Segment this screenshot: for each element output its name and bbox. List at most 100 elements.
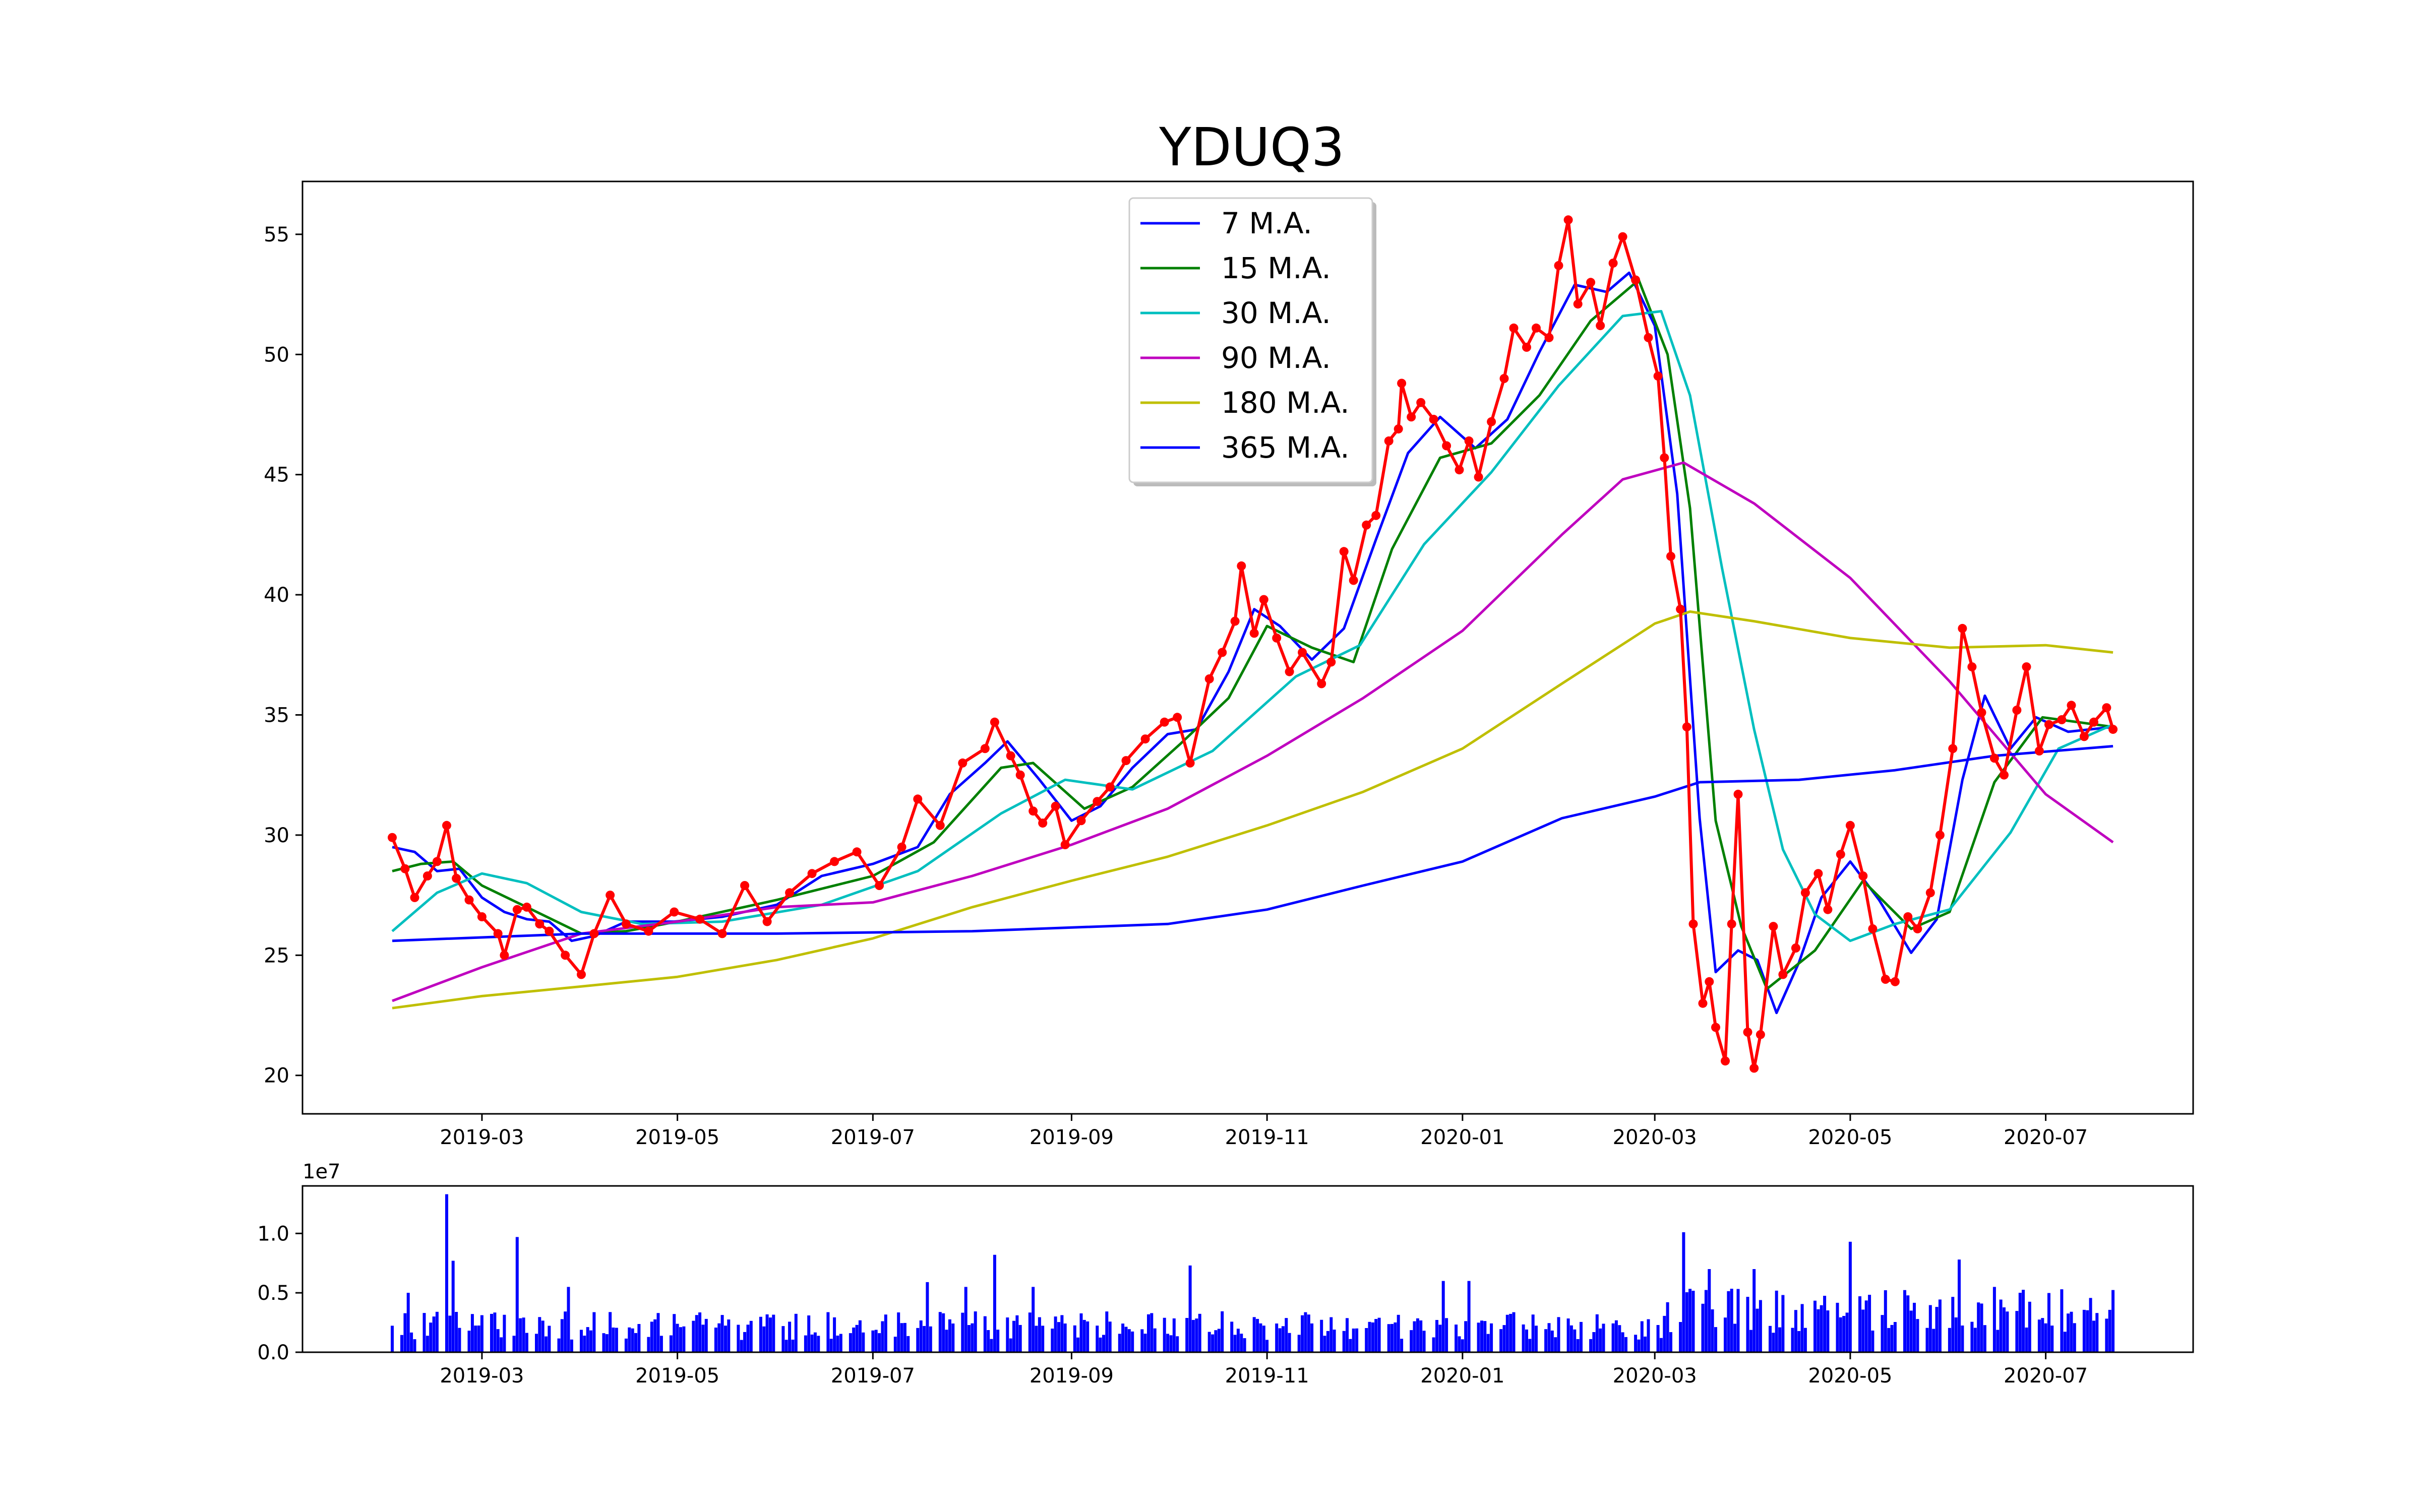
price-point	[740, 881, 750, 890]
volume-bar	[1329, 1317, 1333, 1352]
x-tick-label: 2020-07	[2004, 1364, 2088, 1388]
price-point	[388, 833, 397, 842]
volume-bar	[592, 1312, 596, 1352]
volume-bar	[1236, 1329, 1240, 1352]
volume-bar	[839, 1334, 842, 1352]
volume-bar	[458, 1328, 461, 1352]
volume-bar	[1082, 1319, 1086, 1352]
volume-bar	[1438, 1325, 1442, 1352]
x-tick-label: 2020-03	[1613, 1364, 1697, 1388]
volume-bar	[480, 1315, 483, 1352]
volume-bar	[429, 1322, 433, 1352]
volume-bar	[1131, 1331, 1134, 1352]
volume-bar	[1535, 1326, 1538, 1352]
price-point	[621, 919, 631, 929]
volume-bar	[1320, 1319, 1323, 1352]
volume-bar	[650, 1321, 653, 1352]
volume-bar	[1147, 1314, 1150, 1352]
volume-bar	[1775, 1290, 1778, 1352]
volume-bar	[1153, 1328, 1157, 1352]
legend: 7 M.A. 15 M.A. 30 M.A. 90 M.A. 180 M.A. 365 M…	[1128, 197, 1376, 486]
volume-bar	[961, 1312, 964, 1352]
volume-bar	[1602, 1324, 1605, 1352]
volume-bar	[1727, 1291, 1730, 1352]
price-point	[1756, 1030, 1765, 1039]
volume-bar	[919, 1320, 923, 1352]
volume-bar	[727, 1319, 731, 1352]
volume-bar	[1599, 1328, 1602, 1352]
volume-bar	[656, 1313, 660, 1352]
price-point	[1532, 323, 1541, 333]
volume-bar	[503, 1314, 506, 1352]
volume-bar	[794, 1313, 798, 1352]
price-point	[1416, 398, 1426, 407]
volume-bar	[1365, 1328, 1368, 1352]
volume-bar	[1195, 1318, 1198, 1352]
volume-bar	[1634, 1335, 1638, 1352]
volume-bar	[1198, 1313, 1201, 1352]
price-point	[1967, 662, 1977, 672]
volume-bar	[2025, 1328, 2028, 1352]
volume-bar	[1769, 1326, 1772, 1352]
price-point	[452, 873, 461, 883]
volume-bar	[477, 1326, 480, 1352]
volume-bar	[410, 1332, 413, 1352]
volume-bar	[1557, 1317, 1560, 1352]
series-line-180-m-a	[392, 610, 2113, 1010]
volume-bar	[1685, 1292, 1688, 1352]
volume-bar	[1569, 1325, 1573, 1352]
volume-bar	[1800, 1304, 1804, 1352]
volume-bar	[669, 1335, 673, 1352]
price-point	[1544, 333, 1554, 342]
volume-bar	[2111, 1290, 2115, 1352]
volume-bar	[541, 1320, 544, 1352]
price-point	[1554, 261, 1563, 270]
x-tick-label: 2020-01	[1420, 1364, 1504, 1388]
x-tick-label: 2020-01	[1420, 1126, 1504, 1149]
volume-bar	[1233, 1335, 1237, 1352]
price-point	[2022, 662, 2031, 672]
price-point	[1573, 299, 1583, 309]
price-point	[1769, 922, 1778, 931]
legend-entry: 180 M.A.	[1221, 386, 1350, 420]
x-tick-label: 2019-03	[440, 1364, 524, 1388]
volume-bar	[605, 1334, 609, 1352]
volume-bar	[583, 1336, 586, 1352]
volume-bar	[1509, 1313, 1512, 1352]
volume-bar	[704, 1318, 708, 1352]
volume-bar	[493, 1312, 497, 1352]
volume-bar	[698, 1312, 702, 1352]
volume-bar	[1435, 1320, 1438, 1352]
volume-bar	[1051, 1329, 1054, 1352]
volume-bar	[1704, 1290, 1708, 1352]
price-point	[1060, 840, 1070, 849]
price-point	[852, 847, 862, 857]
volume-bar	[1499, 1329, 1503, 1352]
volume-bar	[1925, 1328, 1929, 1352]
volume-bar	[1333, 1330, 1336, 1352]
volume-bar	[1932, 1329, 1935, 1352]
volume-bar	[926, 1282, 929, 1352]
price-point	[2044, 720, 2053, 729]
volume-bar	[1669, 1332, 1672, 1352]
volume-bar	[1455, 1325, 1458, 1352]
volume-bar	[535, 1334, 538, 1352]
volume-bar	[2047, 1293, 2050, 1352]
volume-bar	[1310, 1323, 1314, 1352]
volume-bar	[1163, 1317, 1166, 1352]
volume-bar	[522, 1317, 525, 1352]
volume-bar	[1188, 1265, 1192, 1352]
volume-bar	[951, 1324, 955, 1352]
volume-bar	[2108, 1309, 2111, 1352]
price-point	[644, 926, 653, 936]
volume-bar	[1262, 1326, 1265, 1352]
price-point	[1977, 708, 1986, 717]
volume-bar	[1099, 1337, 1102, 1352]
price-point	[422, 871, 432, 880]
volume-bar	[496, 1329, 500, 1352]
volume-bar	[1701, 1303, 1705, 1352]
volume-bar	[1958, 1259, 1961, 1352]
price-point	[512, 905, 522, 914]
legend-entry: 365 M.A.	[1221, 430, 1350, 465]
price-point	[1925, 888, 1935, 898]
